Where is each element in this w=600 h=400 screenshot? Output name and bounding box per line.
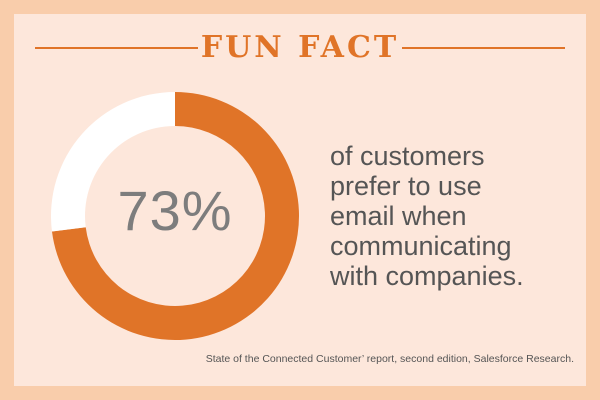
donut-chart bbox=[50, 91, 300, 341]
fun-fact-card: FUN FACT 73% of customers prefer to use … bbox=[14, 14, 586, 386]
donut-slice-remainder bbox=[50, 92, 175, 232]
fact-line: prefer to use bbox=[330, 171, 482, 201]
fact-line: email when bbox=[330, 201, 467, 231]
fact-line: with companies. bbox=[330, 261, 524, 291]
fact-line: communicating bbox=[330, 231, 512, 261]
fact-line: of customers bbox=[330, 141, 485, 171]
title-rule-right bbox=[402, 47, 565, 49]
donut-chart-svg bbox=[50, 92, 299, 340]
source-citation: State of the Connected Customer’ report,… bbox=[205, 353, 574, 365]
percentage-value: 73% bbox=[117, 179, 233, 242]
page-title: FUN FACT bbox=[200, 30, 400, 65]
title-rule-left bbox=[35, 47, 198, 49]
fact-text: of customers prefer to use email when co… bbox=[330, 141, 570, 291]
